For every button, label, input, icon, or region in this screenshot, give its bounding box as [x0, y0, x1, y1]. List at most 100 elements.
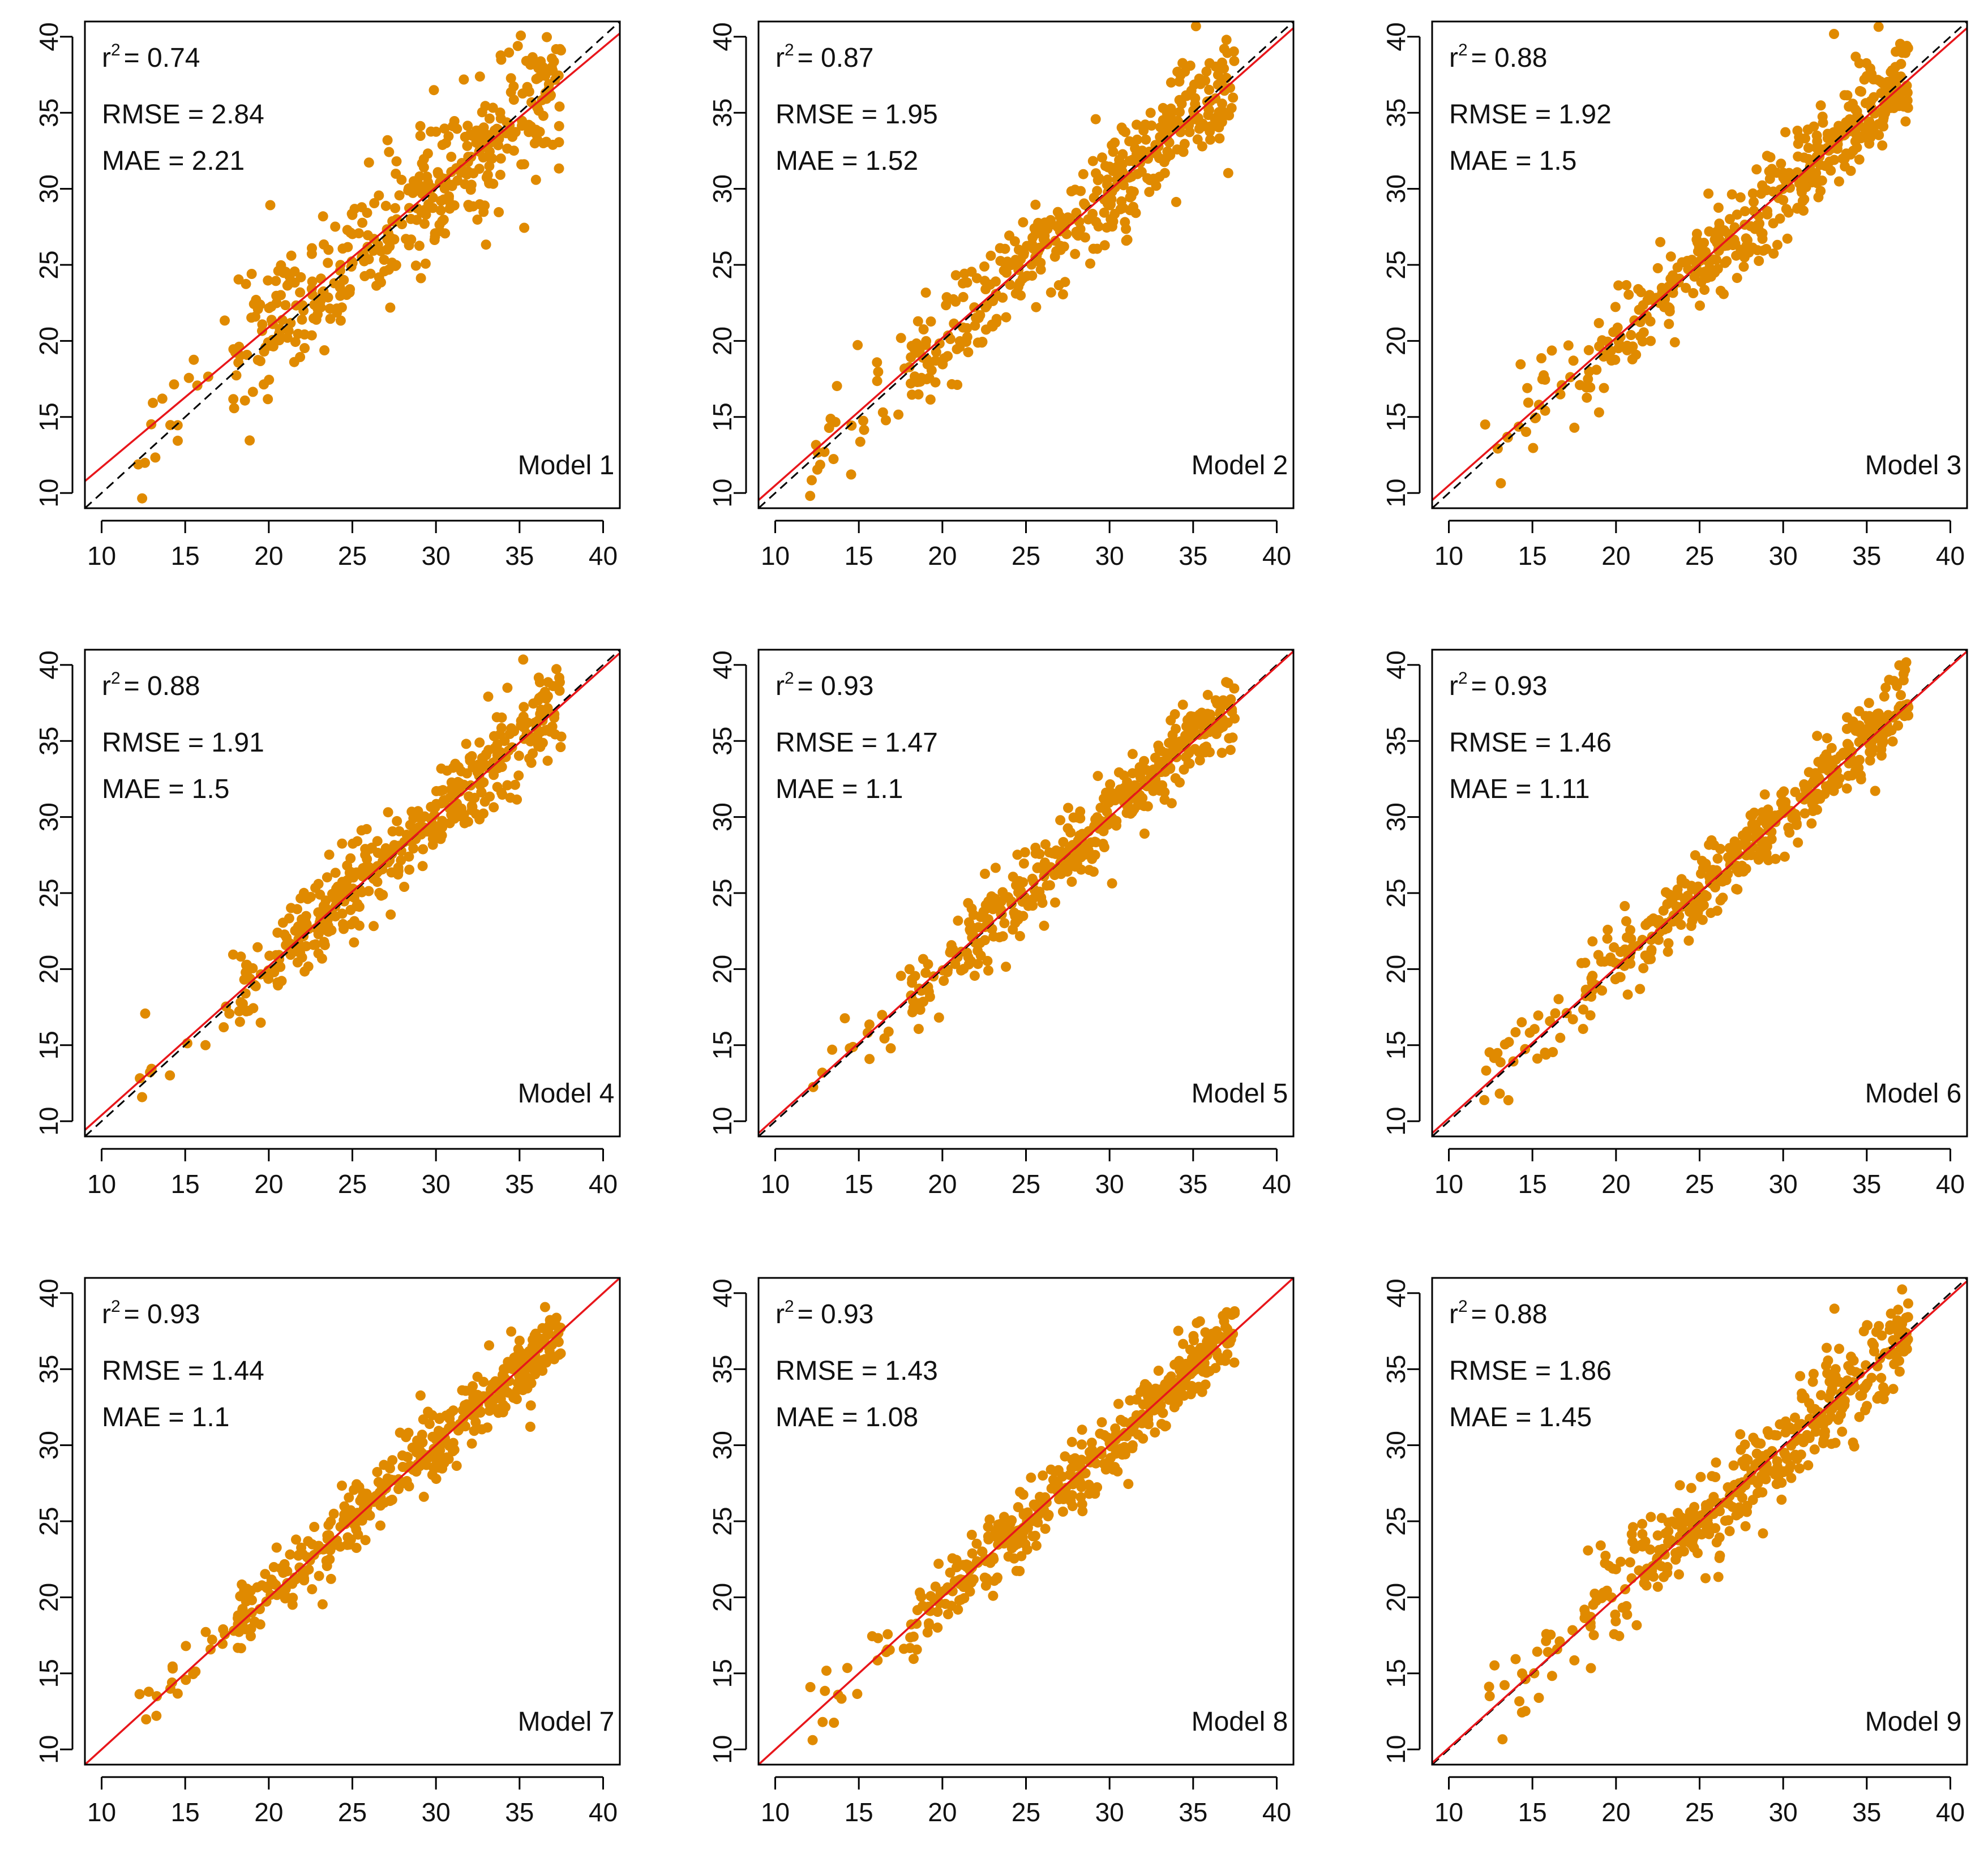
data-point — [517, 121, 527, 131]
data-point — [1811, 1420, 1822, 1431]
data-point — [299, 966, 310, 977]
data-point — [344, 1509, 354, 1520]
data-point — [383, 857, 393, 868]
scatter-panel-7: 10 15 20 25 30 35 40 10 15 20 25 30 35 40 r2 = 0.93 RMSE… — [0, 1255, 668, 1858]
y-tick-label: 40 — [34, 1278, 63, 1307]
data-point — [1850, 723, 1861, 733]
y-tick-label: 35 — [708, 98, 737, 127]
data-point — [1603, 1590, 1613, 1600]
data-point — [456, 158, 467, 169]
data-point — [979, 1572, 990, 1583]
data-point — [1053, 280, 1064, 290]
y-tick-label: 15 — [1381, 402, 1411, 431]
data-point — [1009, 1553, 1019, 1564]
y-tick-label: 15 — [708, 402, 737, 431]
data-point — [1115, 1414, 1126, 1425]
data-point — [495, 50, 506, 61]
data-point — [374, 1489, 384, 1500]
y-tick-label: 30 — [34, 174, 63, 203]
data-point — [1077, 1424, 1087, 1435]
data-point — [276, 260, 286, 271]
x-tick-label: 15 — [1518, 1797, 1547, 1827]
data-point — [1723, 1482, 1733, 1492]
data-point — [457, 1405, 468, 1415]
data-point — [542, 724, 552, 735]
data-point — [1664, 306, 1675, 317]
data-point — [522, 718, 533, 728]
data-point — [1178, 1338, 1189, 1349]
data-point — [973, 922, 984, 933]
data-point — [1484, 1691, 1495, 1702]
x-axis: 10 15 20 25 30 35 40 — [87, 1776, 618, 1827]
data-point — [262, 1582, 272, 1593]
data-point — [1177, 1389, 1188, 1400]
data-point — [988, 1590, 999, 1601]
x-tick-label: 25 — [1685, 1797, 1714, 1827]
data-point — [247, 387, 258, 397]
data-point — [1529, 1668, 1540, 1679]
data-point — [484, 1398, 495, 1409]
data-point — [249, 1616, 260, 1627]
data-point — [533, 1341, 544, 1352]
data-point — [385, 1463, 395, 1474]
data-point — [491, 741, 502, 752]
data-point — [1645, 316, 1656, 327]
data-point — [975, 310, 986, 320]
data-point — [1869, 92, 1879, 102]
data-point — [1156, 746, 1167, 756]
mae-text: MAE = 1.08 — [776, 1402, 918, 1432]
data-point — [914, 998, 924, 1009]
data-point — [950, 270, 961, 281]
data-point — [331, 883, 342, 894]
data-point — [1864, 116, 1875, 127]
data-point — [1772, 239, 1783, 250]
data-point — [1088, 866, 1099, 877]
data-point — [554, 101, 565, 112]
data-point — [1580, 958, 1591, 968]
points-group — [808, 677, 1240, 1092]
data-point — [448, 1405, 459, 1416]
mae-text: MAE = 2.21 — [102, 146, 245, 176]
data-point — [986, 250, 996, 261]
data-point — [1708, 254, 1719, 265]
data-point — [393, 1484, 404, 1495]
data-point — [1229, 1357, 1240, 1368]
data-point — [299, 343, 310, 354]
data-point — [1698, 863, 1708, 874]
data-point — [1821, 749, 1832, 760]
data-point — [549, 1320, 560, 1331]
data-point — [1481, 1065, 1492, 1076]
x-tick-label: 30 — [1095, 541, 1124, 570]
data-point — [1609, 942, 1619, 952]
points-group — [134, 1302, 566, 1724]
y-tick-label: 20 — [1381, 327, 1411, 355]
data-point — [542, 1325, 553, 1336]
data-point — [525, 1400, 536, 1411]
x-tick-label: 40 — [589, 1169, 618, 1199]
data-point — [1715, 285, 1726, 296]
data-point — [395, 1427, 405, 1438]
data-point — [271, 290, 282, 301]
data-point — [1711, 1457, 1721, 1468]
data-point — [1583, 374, 1593, 384]
data-point — [276, 1563, 286, 1574]
data-point — [1751, 1448, 1762, 1459]
data-point — [1228, 92, 1239, 103]
data-point — [1715, 1506, 1725, 1517]
data-point — [845, 1043, 855, 1054]
r-squared-text: r2 = 0.74 — [102, 41, 200, 73]
data-point — [478, 207, 489, 217]
data-point — [1848, 1438, 1858, 1448]
data-point — [1543, 1647, 1553, 1658]
y-axis: 10 15 20 25 30 35 40 — [1381, 1278, 1421, 1764]
data-point — [1171, 196, 1181, 207]
data-point — [252, 942, 263, 952]
model-label: Model 9 — [1865, 1707, 1962, 1737]
data-point — [1901, 657, 1912, 668]
data-point — [383, 807, 393, 818]
data-point — [1593, 950, 1604, 960]
data-point — [1151, 1404, 1162, 1415]
data-point — [1040, 839, 1051, 849]
data-point — [1880, 1387, 1891, 1397]
data-point — [255, 299, 265, 310]
